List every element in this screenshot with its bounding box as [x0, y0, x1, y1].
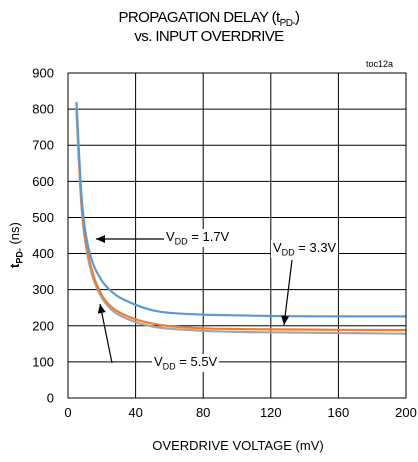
y-tick-label: 600 [32, 174, 54, 189]
y-tick-label: 200 [32, 318, 54, 333]
y-tick-label: 700 [32, 138, 54, 153]
y-axis-label: tPD- (ns) [7, 222, 25, 268]
y-tick-label: 100 [32, 354, 54, 369]
x-tick-label: 80 [196, 405, 210, 420]
annotation-vdd-3-3v: VDD = 3.3V [271, 240, 339, 258]
x-axis-label: OVERDRIVE VOLTAGE (mV) [152, 438, 324, 453]
y-tick-label: 500 [32, 210, 54, 225]
y-tick-label: 400 [32, 246, 54, 261]
arrow-vdd-3-3v-head [281, 315, 290, 325]
series-lines [75, 101, 407, 335]
x-tick-label: 160 [328, 405, 350, 420]
arrow-vdd-3-3v-shaft [283, 259, 293, 326]
figure-id: toc12a [366, 59, 394, 69]
series-line-1 [75, 109, 407, 332]
grid [68, 73, 406, 398]
annotation-vdd-1-7v: VDD = 1.7V [164, 229, 232, 247]
y-tick-label: 300 [32, 282, 54, 297]
chart-title-line2: vs. INPUT OVERDRIVE [134, 28, 284, 45]
y-tick-label: 800 [32, 102, 54, 117]
chart-title-line1: PROPAGATION DELAY (tPD-) [118, 9, 301, 29]
y-tick-label: 900 [32, 66, 54, 81]
annotation-vdd-5-5v: VDD = 5.5V [152, 354, 220, 372]
annotation-arrows [96, 235, 293, 364]
y-tick-label: 0 [47, 391, 54, 406]
x-tick-label: 200 [395, 405, 417, 420]
x-tick-label: 40 [128, 405, 142, 420]
arrow-vdd-5-5v-shaft [99, 303, 113, 364]
tick-labels: 0 40 80 120 160 200 0 100 200 300 400 500 600 700 800 9… [32, 66, 417, 421]
arrow-vdd-5-5v-head [97, 304, 106, 314]
plot-frame [67, 72, 407, 399]
arrow-vdd-1-7v-head [96, 235, 105, 243]
x-tick-label: 0 [64, 405, 71, 420]
series-line-0 [75, 101, 406, 318]
x-tick-label: 120 [260, 405, 282, 420]
